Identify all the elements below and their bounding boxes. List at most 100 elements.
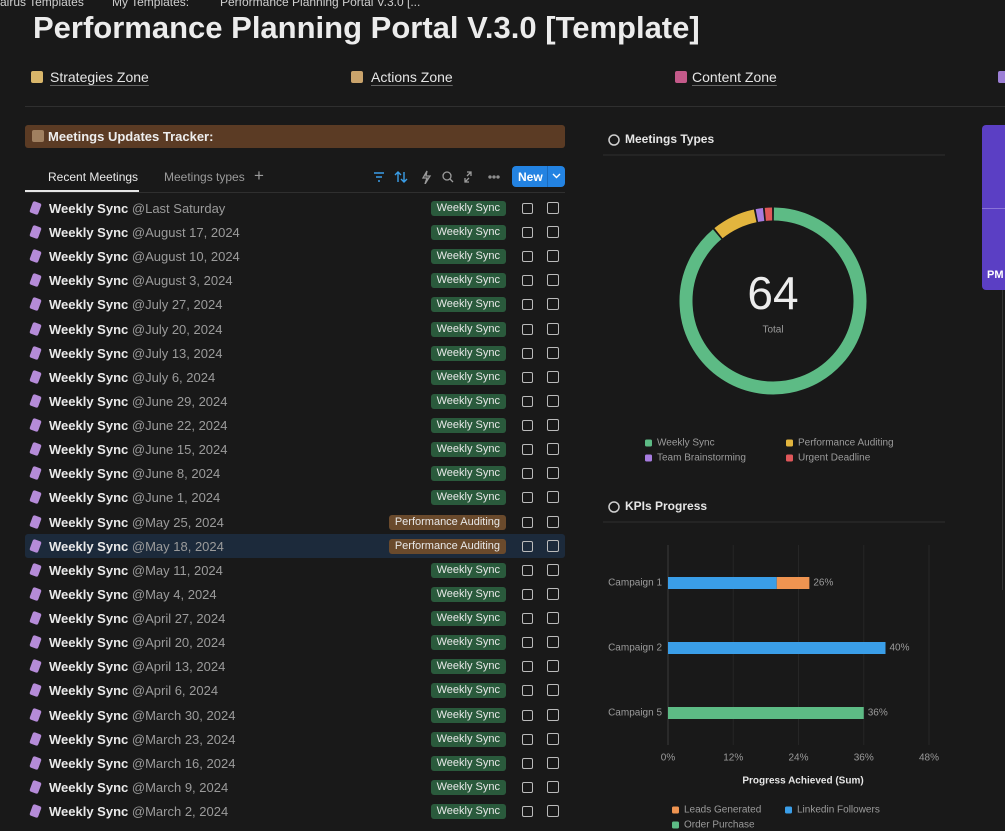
checkbox[interactable] xyxy=(547,756,559,769)
row-title: Weekly Sync @July 6, 2024 xyxy=(49,370,215,385)
meeting-row[interactable]: Weekly Sync @June 29, 2024 Weekly Sync xyxy=(25,389,565,413)
meeting-date: @March 9, 2024 xyxy=(131,779,229,795)
meeting-row[interactable]: Weekly Sync @June 15, 2024 Weekly Sync xyxy=(25,437,565,461)
y-tick-label: Campaign 2 xyxy=(608,643,662,654)
checkbox[interactable] xyxy=(547,612,559,625)
donut-total: 64 xyxy=(747,267,798,319)
checkbox[interactable] xyxy=(547,491,559,504)
nav-icon xyxy=(675,71,687,83)
checkbox[interactable] xyxy=(547,539,559,552)
checkbox[interactable] xyxy=(547,563,559,576)
meeting-row[interactable]: Weekly Sync @August 17, 2024 Weekly Sync xyxy=(25,220,565,244)
breadcrumb[interactable]: Performance Planning Portal V.3.0 [... xyxy=(220,0,421,9)
side-card[interactable]: PM xyxy=(982,125,1005,290)
meeting-row[interactable]: Weekly Sync @July 27, 2024 Weekly Sync xyxy=(25,292,565,316)
legend-label: Urgent Deadline xyxy=(798,453,871,464)
meeting-name: Weekly Sync xyxy=(49,490,129,506)
tab[interactable]: Recent Meetings xyxy=(48,170,139,184)
notion-icon xyxy=(522,613,533,625)
meeting-date: @March 16, 2024 xyxy=(131,755,236,771)
row-title: Weekly Sync @July 20, 2024 xyxy=(49,322,222,337)
nav-link[interactable]: Strategies Zone xyxy=(50,69,149,85)
meeting-row[interactable]: Weekly Sync @May 18, 2024 Performance Aud… xyxy=(25,533,565,558)
meeting-row[interactable]: Weekly Sync @August 3, 2024 Weekly Sync xyxy=(25,268,565,292)
meeting-row[interactable]: Weekly Sync @August 10, 2024 Weekly Sync xyxy=(25,244,565,268)
checkbox[interactable] xyxy=(547,298,559,311)
meeting-row[interactable]: Weekly Sync @June 8, 2024 Weekly Sync xyxy=(25,461,565,485)
meeting-date: @April 27, 2024 xyxy=(131,611,226,627)
meeting-row[interactable]: Weekly Sync @June 22, 2024 Weekly Sync xyxy=(25,413,565,437)
checkbox[interactable] xyxy=(547,684,559,697)
meeting-row[interactable]: Weekly Sync @Last Saturday Weekly Sync xyxy=(25,196,565,220)
meeting-row[interactable]: Weekly Sync @March 2, 2024 Weekly Sync xyxy=(25,799,565,823)
meeting-name: Weekly Sync xyxy=(49,659,129,675)
meeting-row[interactable]: Weekly Sync @May 4, 2024 Weekly Sync xyxy=(25,582,565,606)
checkbox[interactable] xyxy=(547,708,559,721)
meeting-row[interactable]: Weekly Sync @March 9, 2024 Weekly Sync xyxy=(25,775,565,799)
checkbox[interactable] xyxy=(547,515,559,528)
tab[interactable]: Meetings types xyxy=(164,170,245,184)
checkbox[interactable] xyxy=(547,226,559,239)
meeting-row[interactable]: Weekly Sync @March 16, 2024 Weekly Sync xyxy=(25,751,565,775)
legend-label: Linkedin Followers xyxy=(797,805,880,816)
checkbox[interactable] xyxy=(547,443,559,456)
checkbox[interactable] xyxy=(547,732,559,745)
panel-title: KPIs Progress xyxy=(625,499,707,513)
meeting-row[interactable]: Weekly Sync @April 13, 2024 Weekly Sync xyxy=(25,654,565,678)
x-tick-label: 0% xyxy=(661,753,676,764)
row-title: Weekly Sync @August 3, 2024 xyxy=(49,273,233,288)
meeting-name: Weekly Sync xyxy=(49,635,129,651)
notion-icon xyxy=(522,420,533,432)
legend-swatch xyxy=(672,821,679,829)
meeting-row[interactable]: Weekly Sync @July 6, 2024 Weekly Sync xyxy=(25,365,565,389)
meeting-row[interactable]: Weekly Sync @March 23, 2024 Weekly Sync xyxy=(25,727,565,751)
new-button-label: New xyxy=(518,170,543,184)
checkbox[interactable] xyxy=(547,467,559,480)
new-button[interactable]: New xyxy=(512,166,565,187)
checkbox[interactable] xyxy=(547,274,559,287)
meeting-row[interactable]: Weekly Sync @April 6, 2024 Weekly Sync xyxy=(25,678,565,702)
meeting-row[interactable]: Weekly Sync @May 25, 2024 Performance Aud… xyxy=(25,510,565,534)
nav-icon xyxy=(998,71,1005,83)
meeting-tag: Weekly Sync xyxy=(430,201,506,216)
chevron xyxy=(552,173,561,179)
checkbox[interactable] xyxy=(547,419,559,432)
meeting-date: @May 4, 2024 xyxy=(131,586,217,602)
meeting-row[interactable]: Weekly Sync @July 20, 2024 Weekly Sync xyxy=(25,317,565,341)
meeting-date: @June 8, 2024 xyxy=(131,466,221,482)
notion-icon xyxy=(522,757,533,769)
meeting-row[interactable]: Weekly Sync @March 30, 2024 Weekly Sync xyxy=(25,703,565,727)
checkbox[interactable] xyxy=(547,394,559,407)
checkbox[interactable] xyxy=(547,250,559,263)
breadcrumb[interactable]: airus Templates xyxy=(0,0,84,9)
meeting-row[interactable]: Weekly Sync @April 20, 2024 Weekly Sync xyxy=(25,630,565,654)
checkbox[interactable] xyxy=(547,636,559,649)
checkbox[interactable] xyxy=(547,346,559,359)
row-title: Weekly Sync @March 16, 2024 xyxy=(49,756,235,771)
checkbox[interactable] xyxy=(547,660,559,673)
page-title: Performance Planning Portal V.3.0 [Templ… xyxy=(33,10,700,45)
row-title: Weekly Sync @March 9, 2024 xyxy=(49,780,228,795)
meeting-date: @Last Saturday xyxy=(131,201,226,216)
meeting-row[interactable]: Weekly Sync @June 1, 2024 Weekly Sync xyxy=(25,485,565,509)
divider xyxy=(25,106,1005,107)
row-title: Weekly Sync @June 22, 2024 xyxy=(49,418,228,433)
meeting-tag: Weekly Sync xyxy=(430,393,506,409)
meeting-name: Weekly Sync xyxy=(49,562,129,578)
row-title: Weekly Sync @May 11, 2024 xyxy=(49,563,223,578)
meeting-row[interactable]: Weekly Sync @April 27, 2024 Weekly Sync xyxy=(25,606,565,630)
checkbox[interactable] xyxy=(547,370,559,383)
meeting-row[interactable]: Weekly Sync @May 11, 2024 Weekly Sync xyxy=(25,558,565,582)
checkbox[interactable] xyxy=(547,322,559,335)
checkbox[interactable] xyxy=(547,780,559,793)
checkbox[interactable] xyxy=(547,202,559,214)
meeting-row[interactable]: Weekly Sync @July 13, 2024 Weekly Sync xyxy=(25,341,565,365)
nav-link[interactable]: Content Zone xyxy=(692,69,777,85)
checkbox[interactable] xyxy=(547,587,559,600)
breadcrumb[interactable]: My Templates: xyxy=(112,0,190,9)
checkbox[interactable] xyxy=(547,805,559,817)
nav-link[interactable]: Actions Zone xyxy=(371,69,453,85)
add-tab[interactable]: + xyxy=(254,166,264,185)
meeting-tag: Weekly Sync xyxy=(430,249,506,265)
